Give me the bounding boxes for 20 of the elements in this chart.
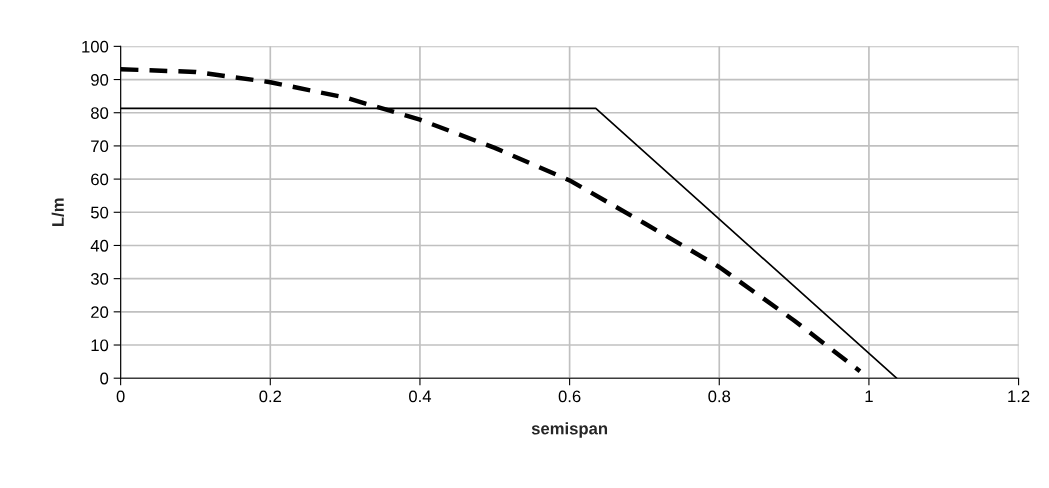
y-tick-label: 30 (90, 273, 109, 285)
x-tick-label: 1 (865, 390, 873, 403)
x-tick-label: 0.8 (708, 390, 731, 403)
x-tick-label: 0.2 (259, 390, 282, 403)
y-tick-label: 80 (91, 107, 109, 119)
y-tick-label: 50 (90, 206, 109, 219)
x-axis-title: semispan (531, 422, 608, 438)
y-tick-label: 60 (91, 173, 109, 186)
y-tick-label: 0 (100, 372, 109, 385)
y-tick-label: 100 (82, 40, 109, 53)
y-tick-label: 10 (91, 339, 109, 352)
x-tick-label: 0.4 (409, 390, 432, 403)
y-axis-title: L/m (51, 198, 65, 226)
y-tick-label: 40 (90, 239, 109, 252)
y-tick-label: 20 (91, 306, 109, 319)
x-tick-label: 0 (116, 390, 125, 403)
y-tick-label: 90 (91, 73, 109, 86)
x-tick-label: 1.2 (1008, 390, 1030, 403)
x-tick-label: 0.6 (558, 390, 581, 403)
y-tick-label: 70 (91, 140, 109, 153)
